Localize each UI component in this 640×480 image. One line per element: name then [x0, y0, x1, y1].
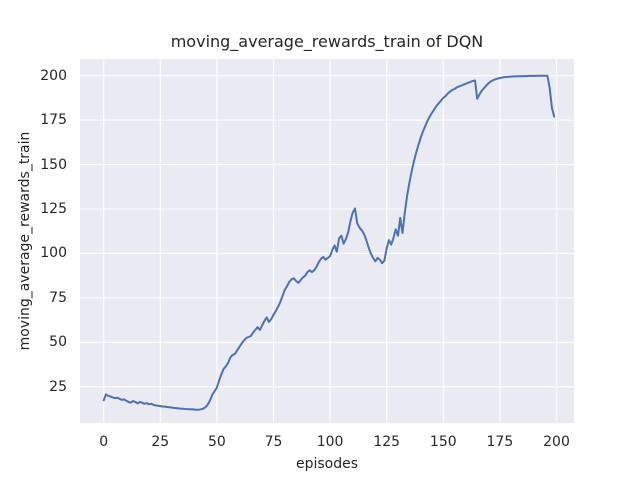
plot-area	[80, 59, 574, 423]
series-line	[102, 74, 556, 411]
x-tick-label: 100	[316, 434, 344, 450]
x-tick-label: 125	[373, 434, 401, 450]
y-tick-label: 50	[49, 334, 67, 351]
x-axis-label: episodes	[295, 456, 359, 472]
y-tick-label: 25	[49, 378, 67, 395]
x-tick-label: 75	[264, 434, 283, 450]
x-tick-label: 150	[429, 434, 457, 450]
line-chart-svg	[80, 59, 574, 423]
x-tick-label: 0	[99, 434, 109, 450]
y-tick-label: 175	[40, 112, 67, 129]
x-tick-label: 25	[151, 434, 170, 450]
y-tick-label: 150	[40, 156, 67, 173]
x-tick-label: 200	[543, 434, 570, 450]
y-tick-label: 125	[40, 201, 67, 217]
x-tick-label: 50	[207, 434, 226, 450]
x-tick-label: 175	[486, 434, 514, 450]
y-tick-label: 100	[40, 245, 67, 262]
gridlines	[80, 59, 574, 423]
y-tick-label: 75	[49, 289, 67, 306]
y-tick-label: 200	[40, 67, 67, 84]
chart-title: moving_average_rewards_train of DQN	[170, 32, 484, 51]
